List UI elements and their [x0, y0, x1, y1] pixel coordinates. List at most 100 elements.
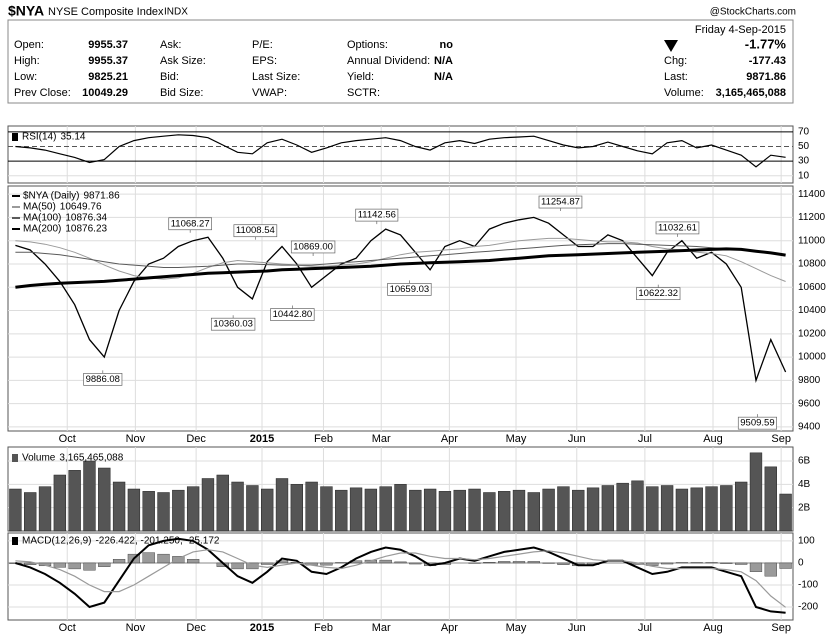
y-tick-label: 9800 [798, 375, 821, 386]
symbol: $NYA [8, 3, 44, 19]
volume-bar [112, 481, 126, 532]
legend-name: MA(50) [23, 202, 56, 213]
histogram-bar [409, 562, 422, 565]
volume-bar [527, 492, 540, 532]
volume-bar [572, 489, 585, 532]
y-tick-label: 11200 [798, 212, 826, 223]
volume-bar [83, 460, 96, 532]
volume-bar [586, 487, 600, 532]
y-tick-label: -100 [798, 580, 818, 591]
histogram-bar [83, 562, 96, 571]
volume-bar [364, 488, 378, 532]
x-tick-label: 2015 [250, 622, 274, 634]
pct-change: -1.77% [745, 36, 787, 51]
annotation-label: 10659.03 [390, 284, 430, 295]
histogram-bar [779, 562, 792, 569]
volume-bar [749, 452, 763, 532]
legend-value: -226.422, -201.250, -25.172 [95, 536, 219, 547]
quote-value: 9955.37 [88, 39, 128, 51]
legend-name: MA(200) [23, 224, 61, 235]
volume-bar [320, 486, 333, 532]
volume-bar [690, 487, 703, 532]
quote-box [7, 19, 794, 104]
volume-bar [261, 488, 274, 532]
volume-bar [483, 492, 496, 532]
source: @StockCharts.com [710, 7, 796, 18]
annotation-label: 10360.03 [213, 319, 253, 330]
volume-bar [38, 486, 52, 532]
volume-bar [557, 486, 570, 532]
panel-frame [7, 125, 794, 184]
quote-label: Open: [14, 39, 44, 51]
volume-bar [779, 493, 792, 532]
x-tick-label: Dec [186, 622, 206, 634]
histogram-bar [557, 562, 570, 565]
y-tick-label: 10800 [798, 259, 826, 270]
series-line [15, 216, 787, 383]
quote-label: Ask Size: [160, 55, 206, 67]
histogram-bar [735, 562, 748, 565]
quote-value: 9825.21 [88, 71, 128, 83]
histogram-bar [527, 561, 540, 564]
volume-bar [275, 478, 289, 532]
quote-value: 10049.29 [82, 87, 128, 99]
volume-bar [290, 484, 303, 532]
quote-label: Last Size: [252, 71, 300, 83]
volume-bar [201, 478, 215, 532]
legend-name: $NYA (Daily) [23, 191, 80, 202]
histogram-bar [720, 562, 733, 564]
y-tick-label: 11000 [798, 235, 826, 246]
quote-value: 3,165,465,088 [716, 87, 786, 99]
histogram-bar [172, 556, 185, 564]
x-tick-label: Jul [638, 433, 652, 445]
quote-label: Last: [664, 71, 688, 83]
quote-label: VWAP: [252, 87, 287, 99]
quote-value: N/A [434, 55, 453, 67]
volume-bar [631, 480, 644, 532]
legend-value: 10876.34 [65, 213, 107, 224]
legend-name: MACD(12,26,9) [22, 536, 91, 547]
x-tick-label: Aug [703, 622, 723, 634]
volume-bar [186, 486, 200, 532]
volume-bar [734, 481, 748, 532]
x-tick-label: Apr [441, 622, 458, 634]
histogram-bar [68, 562, 81, 570]
volume-bar [705, 486, 718, 532]
annotation-label: 11254.87 [541, 197, 580, 208]
volume-bar [246, 485, 259, 532]
annotation-label: 11142.56 [358, 210, 396, 221]
annotation-label: 11032.61 [658, 222, 697, 233]
volume-bar [142, 491, 155, 532]
x-tick-label: Nov [126, 622, 146, 634]
volume-bar [349, 487, 363, 532]
y-tick-label: 2B [798, 502, 811, 513]
y-tick-label: 0 [798, 558, 804, 569]
volume-bar [231, 481, 244, 532]
y-tick-label: 30 [798, 156, 810, 167]
panel-frame [7, 185, 794, 432]
x-tick-label: Aug [703, 433, 723, 445]
volume-bar [675, 488, 689, 532]
x-tick-label: Apr [441, 433, 458, 445]
legend-name: MA(100) [23, 213, 61, 224]
annotation-label: 11068.27 [171, 218, 210, 229]
x-tick-label: Feb [314, 622, 333, 634]
volume-bar [423, 488, 437, 532]
y-tick-label: 10200 [798, 328, 826, 339]
y-tick-label: 10400 [798, 305, 826, 316]
x-tick-label: May [506, 622, 527, 634]
y-tick-label: 10000 [798, 352, 826, 363]
volume-bar [335, 489, 348, 532]
histogram-bar [187, 559, 200, 564]
volume-bar [453, 489, 466, 532]
histogram-bar [660, 562, 674, 565]
volume-bar [216, 474, 229, 532]
histogram-bar [379, 559, 392, 564]
quote-label: Yield: [347, 71, 374, 83]
y-tick-label: 11400 [798, 189, 826, 200]
histogram-bar [275, 560, 289, 564]
x-tick-label: Jul [638, 622, 652, 634]
volume-bar [379, 486, 392, 532]
y-tick-label: 6B [798, 456, 811, 467]
quote-date: Friday 4-Sep-2015 [695, 24, 786, 36]
